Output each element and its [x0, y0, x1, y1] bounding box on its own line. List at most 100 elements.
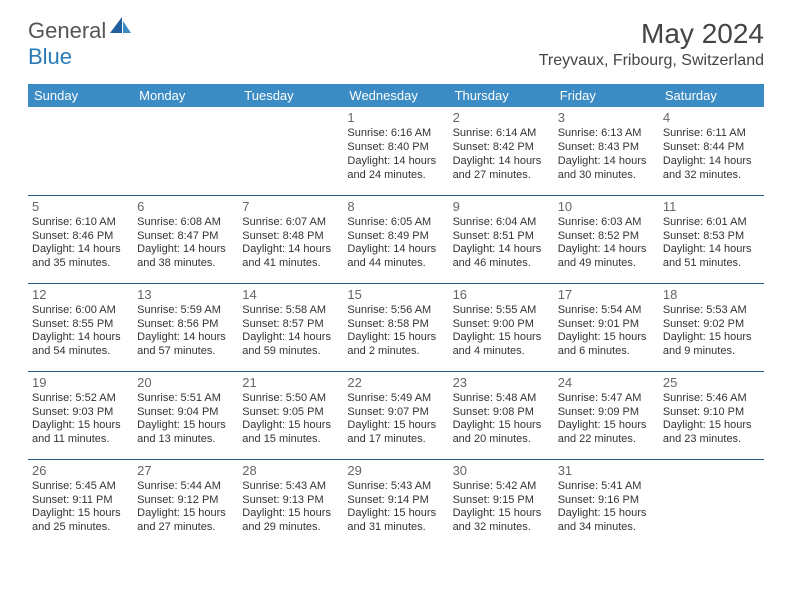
calendar-cell: 31Sunrise: 5:41 AMSunset: 9:16 PMDayligh… [554, 459, 659, 547]
daylight-line2: and 24 minutes. [347, 169, 444, 183]
day-number: 14 [242, 287, 339, 303]
sunset-line: Sunset: 9:14 PM [347, 494, 444, 508]
day-number: 8 [347, 199, 444, 215]
sunset-line: Sunset: 8:46 PM [32, 230, 129, 244]
daylight-line1: Daylight: 14 hours [32, 243, 129, 257]
daylight-line1: Daylight: 15 hours [558, 331, 655, 345]
day-number: 15 [347, 287, 444, 303]
day-number: 1 [347, 110, 444, 126]
sunrise-line: Sunrise: 5:56 AM [347, 304, 444, 318]
location: Treyvaux, Fribourg, Switzerland [539, 52, 764, 70]
day-number: 24 [558, 375, 655, 391]
daylight-line1: Daylight: 15 hours [453, 507, 550, 521]
sunset-line: Sunset: 9:08 PM [453, 406, 550, 420]
calendar-table: Sunday Monday Tuesday Wednesday Thursday… [28, 84, 764, 547]
sunrise-line: Sunrise: 5:52 AM [32, 392, 129, 406]
daylight-line2: and 34 minutes. [558, 521, 655, 535]
calendar-cell: 13Sunrise: 5:59 AMSunset: 8:56 PMDayligh… [133, 283, 238, 371]
sunset-line: Sunset: 9:07 PM [347, 406, 444, 420]
sunrise-line: Sunrise: 6:08 AM [137, 216, 234, 230]
daylight-line1: Daylight: 15 hours [347, 331, 444, 345]
daylight-line1: Daylight: 14 hours [137, 331, 234, 345]
daylight-line2: and 11 minutes. [32, 433, 129, 447]
daylight-line1: Daylight: 15 hours [663, 419, 760, 433]
day-number: 20 [137, 375, 234, 391]
day-number: 5 [32, 199, 129, 215]
daylight-line1: Daylight: 15 hours [663, 331, 760, 345]
sunrise-line: Sunrise: 5:54 AM [558, 304, 655, 318]
calendar-row: 12Sunrise: 6:00 AMSunset: 8:55 PMDayligh… [28, 283, 764, 371]
day-number: 16 [453, 287, 550, 303]
calendar-cell: 30Sunrise: 5:42 AMSunset: 9:15 PMDayligh… [449, 459, 554, 547]
daylight-line1: Daylight: 15 hours [137, 507, 234, 521]
sunset-line: Sunset: 9:02 PM [663, 318, 760, 332]
daylight-line2: and 6 minutes. [558, 345, 655, 359]
sunrise-line: Sunrise: 6:07 AM [242, 216, 339, 230]
calendar-cell: 24Sunrise: 5:47 AMSunset: 9:09 PMDayligh… [554, 371, 659, 459]
daylight-line1: Daylight: 15 hours [558, 507, 655, 521]
calendar-cell: 20Sunrise: 5:51 AMSunset: 9:04 PMDayligh… [133, 371, 238, 459]
sunset-line: Sunset: 8:52 PM [558, 230, 655, 244]
sunset-line: Sunset: 9:04 PM [137, 406, 234, 420]
daylight-line2: and 25 minutes. [32, 521, 129, 535]
sunset-line: Sunset: 9:16 PM [558, 494, 655, 508]
sunrise-line: Sunrise: 5:43 AM [347, 480, 444, 494]
calendar-cell: 8Sunrise: 6:05 AMSunset: 8:49 PMDaylight… [343, 195, 448, 283]
daylight-line2: and 59 minutes. [242, 345, 339, 359]
sunset-line: Sunset: 8:53 PM [663, 230, 760, 244]
daylight-line1: Daylight: 15 hours [347, 507, 444, 521]
sunset-line: Sunset: 9:03 PM [32, 406, 129, 420]
daylight-line1: Daylight: 14 hours [242, 243, 339, 257]
daylight-line2: and 44 minutes. [347, 257, 444, 271]
day-number: 10 [558, 199, 655, 215]
sunset-line: Sunset: 9:01 PM [558, 318, 655, 332]
calendar-cell: 18Sunrise: 5:53 AMSunset: 9:02 PMDayligh… [659, 283, 764, 371]
daylight-line2: and 46 minutes. [453, 257, 550, 271]
day-number: 22 [347, 375, 444, 391]
daylight-line1: Daylight: 14 hours [558, 243, 655, 257]
day-header: Thursday [449, 84, 554, 107]
brand-part2: Blue [28, 44, 72, 69]
day-number: 28 [242, 463, 339, 479]
sunset-line: Sunset: 9:13 PM [242, 494, 339, 508]
calendar-cell: 4Sunrise: 6:11 AMSunset: 8:44 PMDaylight… [659, 107, 764, 195]
sunset-line: Sunset: 8:56 PM [137, 318, 234, 332]
calendar-row: 5Sunrise: 6:10 AMSunset: 8:46 PMDaylight… [28, 195, 764, 283]
sunrise-line: Sunrise: 6:00 AM [32, 304, 129, 318]
sunrise-line: Sunrise: 5:51 AM [137, 392, 234, 406]
sunset-line: Sunset: 9:10 PM [663, 406, 760, 420]
sunset-line: Sunset: 9:12 PM [137, 494, 234, 508]
sunrise-line: Sunrise: 5:48 AM [453, 392, 550, 406]
daylight-line2: and 31 minutes. [347, 521, 444, 535]
day-header-row: Sunday Monday Tuesday Wednesday Thursday… [28, 84, 764, 107]
daylight-line2: and 54 minutes. [32, 345, 129, 359]
sunrise-line: Sunrise: 5:42 AM [453, 480, 550, 494]
daylight-line2: and 2 minutes. [347, 345, 444, 359]
sunset-line: Sunset: 9:09 PM [558, 406, 655, 420]
sunrise-line: Sunrise: 5:49 AM [347, 392, 444, 406]
day-number: 29 [347, 463, 444, 479]
day-number: 30 [453, 463, 550, 479]
daylight-line2: and 27 minutes. [137, 521, 234, 535]
title-block: May 2024 Treyvaux, Fribourg, Switzerland [539, 18, 764, 70]
sunrise-line: Sunrise: 5:55 AM [453, 304, 550, 318]
day-number: 13 [137, 287, 234, 303]
calendar-cell [133, 107, 238, 195]
calendar-cell: 21Sunrise: 5:50 AMSunset: 9:05 PMDayligh… [238, 371, 343, 459]
calendar-row: 1Sunrise: 6:16 AMSunset: 8:40 PMDaylight… [28, 107, 764, 195]
day-number: 7 [242, 199, 339, 215]
sunset-line: Sunset: 9:00 PM [453, 318, 550, 332]
day-header: Monday [133, 84, 238, 107]
sunset-line: Sunset: 8:43 PM [558, 141, 655, 155]
daylight-line2: and 41 minutes. [242, 257, 339, 271]
daylight-line1: Daylight: 15 hours [558, 419, 655, 433]
sunrise-line: Sunrise: 6:13 AM [558, 127, 655, 141]
calendar-cell: 12Sunrise: 6:00 AMSunset: 8:55 PMDayligh… [28, 283, 133, 371]
brand-logo: General [28, 18, 134, 44]
day-header: Tuesday [238, 84, 343, 107]
calendar-cell: 23Sunrise: 5:48 AMSunset: 9:08 PMDayligh… [449, 371, 554, 459]
calendar-cell: 9Sunrise: 6:04 AMSunset: 8:51 PMDaylight… [449, 195, 554, 283]
calendar-cell: 26Sunrise: 5:45 AMSunset: 9:11 PMDayligh… [28, 459, 133, 547]
sunset-line: Sunset: 9:15 PM [453, 494, 550, 508]
calendar-row: 19Sunrise: 5:52 AMSunset: 9:03 PMDayligh… [28, 371, 764, 459]
